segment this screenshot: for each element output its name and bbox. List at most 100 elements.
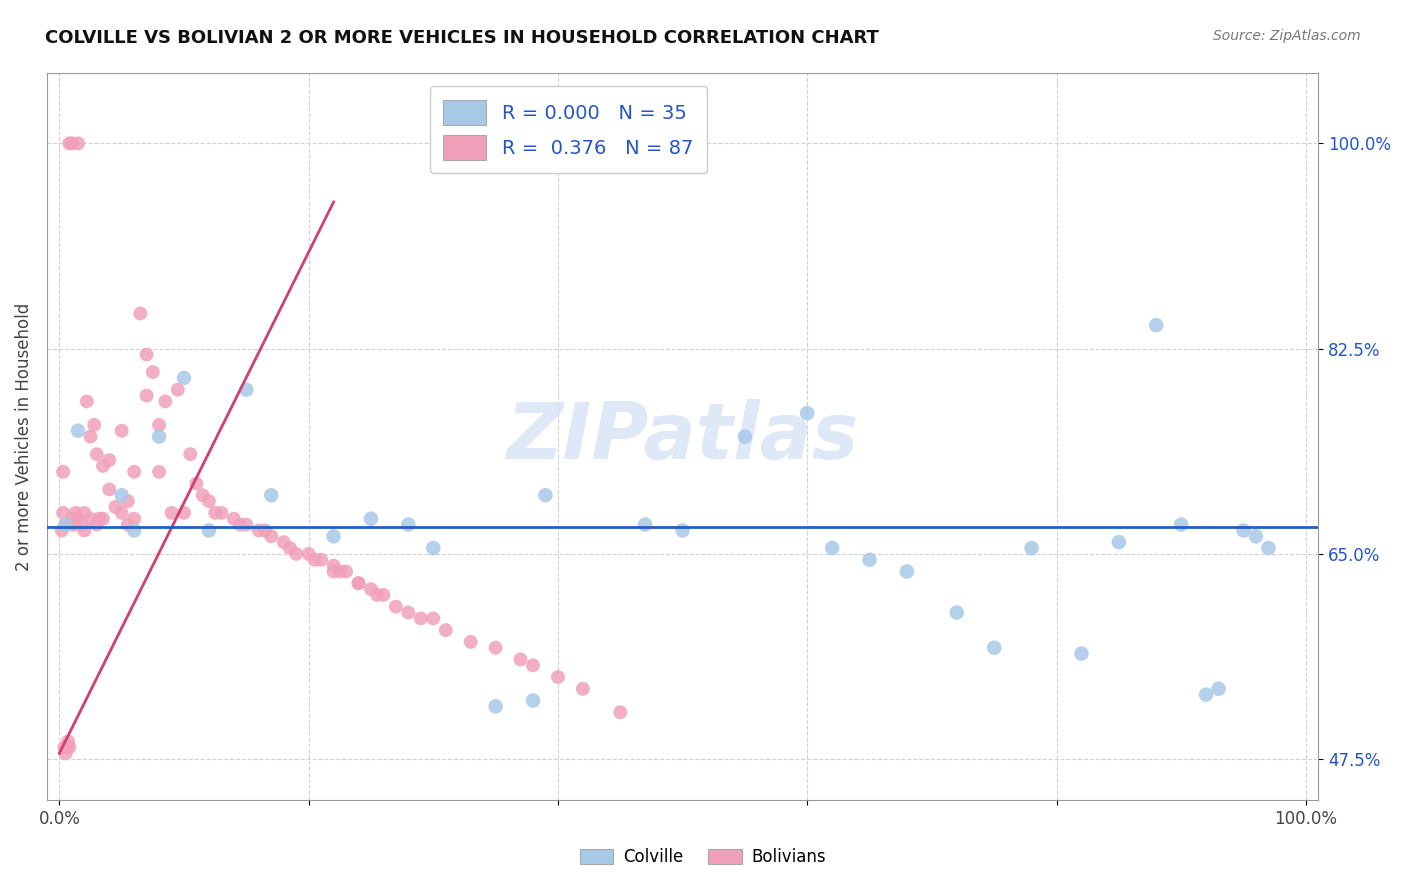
Point [173, 506, 195, 520]
Point [634, 517, 657, 532]
Point [98, 453, 121, 467]
Point [58, 136, 80, 151]
Point [366, 588, 388, 602]
Point [122, 524, 145, 538]
Point [160, 506, 183, 520]
Point [522, 693, 544, 707]
Point [329, 565, 352, 579]
Point [55, 747, 77, 761]
Point [111, 506, 134, 520]
Point [179, 447, 201, 461]
Point [534, 488, 557, 502]
Point [229, 517, 252, 532]
Text: Source: ZipAtlas.com: Source: ZipAtlas.com [1213, 29, 1361, 43]
Point [56, 734, 79, 748]
Point [83, 417, 105, 432]
Point [204, 506, 226, 520]
Text: COLVILLE VS BOLIVIAN 2 OR MORE VEHICLES IN HOUSEHOLD CORRELATION CHART: COLVILLE VS BOLIVIAN 2 OR MORE VEHICLES … [45, 29, 879, 46]
Point [298, 547, 321, 561]
Point [135, 388, 157, 402]
Point [56, 740, 79, 755]
Point [53, 740, 76, 755]
Point [122, 465, 145, 479]
Point [155, 394, 177, 409]
Point [148, 465, 170, 479]
Point [396, 606, 419, 620]
Point [222, 512, 245, 526]
Point [285, 547, 308, 561]
Point [1208, 681, 1230, 696]
Legend: R = 0.000   N = 35, R =  0.376   N = 87: R = 0.000 N = 35, R = 0.376 N = 87 [430, 87, 707, 173]
Point [360, 582, 382, 596]
Point [422, 611, 444, 625]
Point [522, 658, 544, 673]
Point [273, 535, 295, 549]
Point [1070, 647, 1092, 661]
Point [73, 506, 96, 520]
Point [91, 458, 114, 473]
Point [1144, 318, 1167, 333]
Point [260, 488, 283, 502]
Point [422, 541, 444, 555]
Point [79, 429, 101, 443]
Point [60, 136, 83, 151]
Point [148, 429, 170, 443]
Point [76, 394, 98, 409]
Point [896, 565, 918, 579]
Point [58, 740, 80, 755]
Point [186, 476, 208, 491]
Point [235, 383, 257, 397]
Point [67, 424, 90, 438]
Point [547, 670, 569, 684]
Point [260, 529, 283, 543]
Point [98, 483, 121, 497]
Point [322, 565, 344, 579]
Point [671, 524, 693, 538]
Text: ZIPatlas: ZIPatlas [506, 399, 859, 475]
Point [1021, 541, 1043, 555]
Point [89, 512, 111, 526]
Y-axis label: 2 or more Vehicles in Household: 2 or more Vehicles in Household [15, 302, 32, 571]
Point [52, 506, 75, 520]
Point [209, 506, 232, 520]
Point [73, 524, 96, 538]
Point [373, 588, 395, 602]
Point [122, 512, 145, 526]
Point [322, 558, 344, 573]
Point [609, 705, 631, 719]
Point [247, 524, 270, 538]
Point [198, 494, 221, 508]
Point [385, 599, 408, 614]
Point [86, 517, 108, 532]
Point [60, 517, 83, 532]
Point [509, 652, 531, 666]
Point [117, 517, 139, 532]
Point [335, 565, 357, 579]
Point [484, 640, 506, 655]
Point [166, 383, 188, 397]
Point [129, 306, 152, 320]
Point [135, 347, 157, 361]
Point [1244, 529, 1267, 543]
Point [198, 524, 221, 538]
Point [1170, 517, 1192, 532]
Point [484, 699, 506, 714]
Point [52, 465, 75, 479]
Point [67, 512, 90, 526]
Point [1108, 535, 1130, 549]
Point [1232, 524, 1254, 538]
Point [304, 553, 326, 567]
Point [191, 488, 214, 502]
Point [347, 576, 370, 591]
Point [983, 640, 1005, 655]
Point [117, 494, 139, 508]
Point [572, 681, 595, 696]
Point [858, 553, 880, 567]
Point [235, 517, 257, 532]
Point [360, 512, 382, 526]
Point [396, 517, 419, 532]
Point [111, 424, 134, 438]
Point [409, 611, 432, 625]
Point [70, 517, 93, 532]
Point [79, 512, 101, 526]
